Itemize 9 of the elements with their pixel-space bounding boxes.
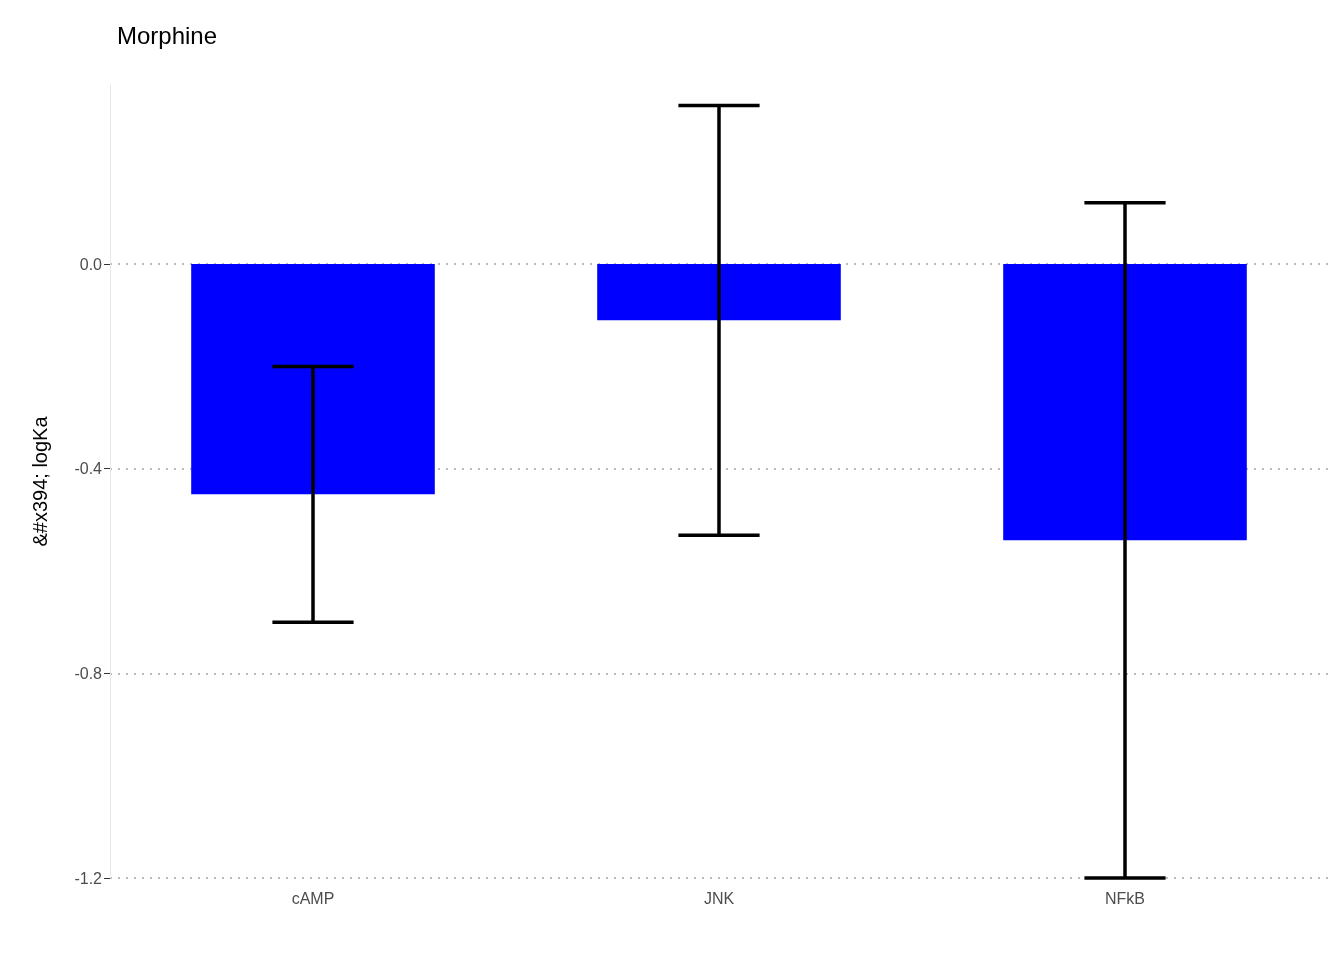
y-tick-label: -0.4 [74, 460, 103, 478]
x-tick-label: JNK [703, 889, 735, 907]
y-tick-label: -0.8 [74, 664, 103, 682]
y-tick-label: 0.0 [79, 255, 103, 273]
chart-title: Morphine [117, 21, 218, 49]
y-tick-label: -1.2 [74, 869, 103, 887]
x-tick-label: cAMP [291, 889, 335, 907]
y-axis-title: &#x394; logKa [29, 415, 51, 547]
x-tick-label: NFkB [1105, 889, 1145, 907]
